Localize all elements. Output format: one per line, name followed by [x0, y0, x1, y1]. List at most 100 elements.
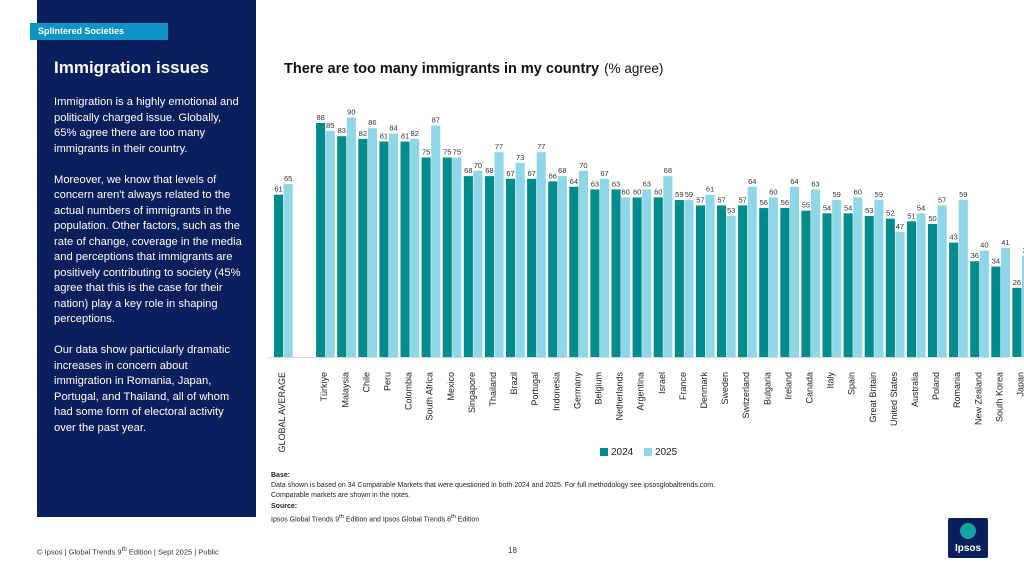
data-label-2024-8: 68: [464, 166, 472, 175]
bar-2024-4: [379, 141, 389, 357]
tick-label-26: Spain: [847, 372, 857, 395]
tick-label-17: Israel: [657, 372, 667, 394]
tick-label-34: Japan: [1016, 372, 1024, 397]
bar-2025-10: [515, 162, 525, 357]
tick-label-32: New Zealand: [973, 372, 983, 425]
tick-label-6: South Africa: [425, 372, 435, 421]
data-label-2025-3: 86: [368, 118, 376, 127]
base-line-1: Data shown is based on 34 Comparable Mar…: [271, 482, 715, 490]
data-label-2024-30: 50: [928, 214, 936, 223]
bar-2025-12: [557, 176, 567, 357]
data-label-2024-18: 59: [675, 190, 683, 199]
bar-2025-11: [536, 152, 546, 357]
data-label-2024-34: 26: [1013, 278, 1021, 287]
tick-label-27: Great Britain: [868, 372, 878, 423]
bar-2024-11: [527, 178, 537, 357]
tick-label-16: Argentina: [636, 372, 646, 411]
tick-label-33: South Korea: [994, 372, 1004, 422]
bar-2025-27: [874, 200, 884, 357]
data-label-2025-26: 60: [854, 187, 862, 196]
bar-2024-17: [653, 197, 663, 357]
sidebar-paragraph-1: Immigration is a highly emotional and po…: [54, 96, 239, 155]
bar-2024-31: [949, 242, 959, 357]
bar-2024-33: [991, 266, 1001, 357]
bar-2025-33: [1000, 247, 1010, 357]
data-label-2024-20: 57: [717, 195, 725, 204]
bar-2024-32: [970, 261, 980, 357]
bar-2024-6: [421, 157, 431, 357]
data-label-2025-21: 64: [748, 177, 756, 186]
data-label-2025-33: 41: [1001, 238, 1009, 247]
bar-2025-15: [621, 197, 631, 357]
tick-label-23: Ireland: [783, 372, 793, 400]
tick-label-1: Türkiye: [319, 372, 329, 402]
bar-2024-14: [590, 189, 600, 357]
bar-2024-5: [400, 141, 410, 357]
bar-2024-7: [442, 157, 452, 357]
bar-2025-18: [684, 200, 694, 357]
tick-label-19: Denmark: [699, 372, 709, 409]
tick-label-5: Colombia: [404, 372, 414, 410]
tick-label-29: Australia: [910, 372, 920, 407]
sidebar-paragraph-3: Our data show particularly dramatic incr…: [54, 344, 230, 434]
bar-2024-16: [632, 197, 642, 357]
data-label-2024-9: 68: [485, 166, 493, 175]
bar-2024-29: [906, 221, 916, 357]
tick-label-12: Indonesia: [551, 372, 561, 411]
tick-label-3: Chile: [361, 372, 371, 393]
source-text: Ipsos Global Trends 9th Edition and Ipso…: [271, 513, 480, 524]
bar-2024-2: [337, 136, 347, 357]
data-label-2024-12: 66: [549, 171, 557, 180]
base-label: Base:: [271, 472, 291, 479]
data-label-2025-24: 63: [811, 179, 819, 188]
data-label-2025-0: 65: [284, 174, 292, 183]
data-label-2025-7: 75: [453, 148, 461, 157]
data-label-2025-20: 53: [727, 206, 735, 215]
data-label-2025-23: 64: [790, 177, 798, 186]
section-tag: Splintered Societies: [30, 23, 168, 40]
sidebar-panel: [37, 0, 256, 517]
bar-2025-31: [958, 200, 968, 357]
data-label-2025-16: 63: [643, 179, 651, 188]
base-line-2: Comparable markets are shown in the note…: [271, 492, 411, 500]
bar-2024-27: [864, 216, 874, 357]
data-label-2025-34: 38: [1022, 246, 1024, 255]
tick-label-7: Mexico: [446, 372, 456, 401]
data-label-2025-17: 68: [664, 166, 672, 175]
data-label-2024-2: 83: [338, 126, 346, 135]
tick-label-4: Peru: [383, 372, 393, 391]
bar-2025-17: [663, 176, 673, 357]
data-label-2025-22: 60: [769, 187, 777, 196]
bar-2025-22: [768, 197, 778, 357]
sidebar-text: Immigration is a highly emotional and po…: [54, 95, 244, 452]
data-label-2024-15: 63: [612, 179, 620, 188]
tick-label-0: GLOBAL AVERAGE: [277, 372, 287, 453]
bar-2025-7: [452, 157, 462, 357]
bar-2024-3: [358, 138, 368, 357]
tick-label-18: France: [678, 372, 688, 400]
data-label-2025-11: 77: [537, 142, 545, 151]
chart-title: There are too many immigrants in my coun…: [284, 61, 663, 77]
logo-mark-icon: [960, 523, 976, 539]
data-label-2025-19: 61: [706, 185, 714, 194]
tick-label-21: Switzerland: [741, 372, 751, 419]
data-label-2025-5: 82: [410, 129, 418, 138]
chart-notes: Base: Data shown is based on 34 Comparab…: [271, 471, 715, 525]
bar-2024-28: [885, 218, 895, 357]
tick-label-11: Portugal: [530, 372, 540, 406]
tick-label-14: Belgium: [594, 372, 604, 405]
bar-2025-4: [389, 133, 399, 357]
bar-2024-1: [316, 122, 326, 357]
tick-label-25: Italy: [826, 372, 836, 389]
legend-swatch-2024: [600, 448, 608, 456]
bar-2025-25: [832, 200, 842, 357]
data-label-2024-33: 34: [992, 257, 1000, 266]
bar-2024-9: [484, 176, 494, 357]
data-label-2025-4: 84: [389, 124, 397, 133]
data-label-2024-24: 55: [802, 201, 810, 210]
bar-2025-19: [705, 194, 715, 357]
bar-2024-25: [822, 213, 832, 357]
bar-2024-10: [506, 178, 516, 357]
bar-2025-3: [367, 128, 377, 357]
chart-title-main: There are too many immigrants in my coun…: [284, 61, 600, 77]
